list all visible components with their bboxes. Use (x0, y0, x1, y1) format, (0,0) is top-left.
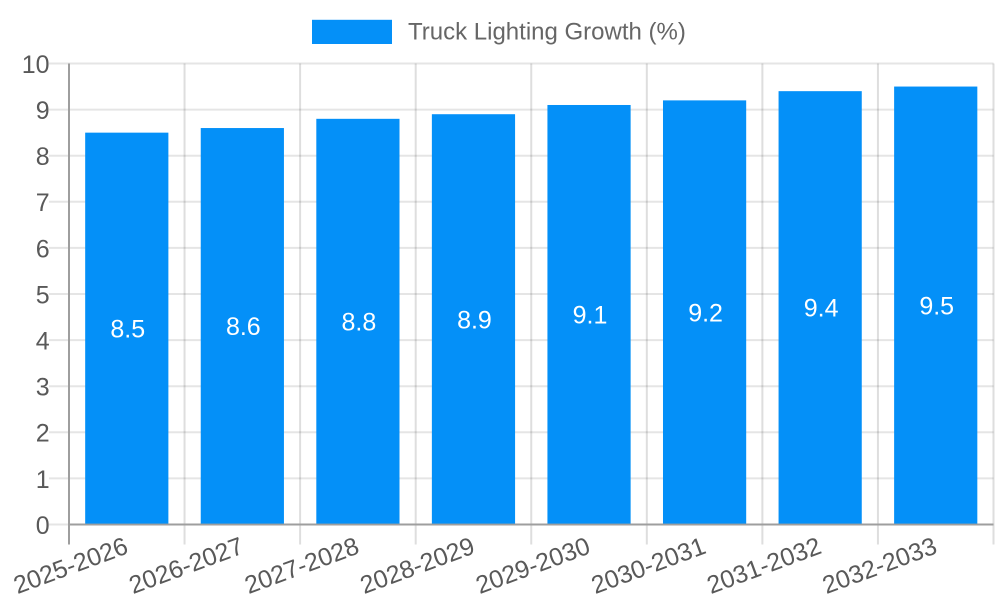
svg-text:9.1: 9.1 (573, 302, 608, 330)
svg-text:4: 4 (36, 328, 50, 356)
svg-text:9.5: 9.5 (919, 292, 954, 320)
svg-text:9.2: 9.2 (688, 299, 723, 327)
svg-text:2: 2 (36, 420, 50, 448)
svg-text:8.9: 8.9 (457, 306, 492, 334)
svg-text:3: 3 (36, 374, 50, 402)
svg-text:Truck Lighting Growth (%): Truck Lighting Growth (%) (408, 19, 686, 46)
svg-text:8: 8 (36, 143, 50, 171)
svg-text:9.4: 9.4 (804, 295, 839, 323)
svg-text:8.5: 8.5 (110, 315, 145, 343)
svg-text:1: 1 (36, 466, 50, 494)
svg-text:6: 6 (36, 235, 50, 263)
svg-text:9: 9 (36, 97, 50, 125)
svg-text:10: 10 (22, 51, 50, 79)
svg-text:8.6: 8.6 (226, 313, 261, 341)
svg-text:7: 7 (36, 189, 50, 217)
svg-text:8.8: 8.8 (342, 309, 377, 337)
svg-text:0: 0 (36, 512, 50, 540)
svg-text:5: 5 (36, 281, 50, 309)
